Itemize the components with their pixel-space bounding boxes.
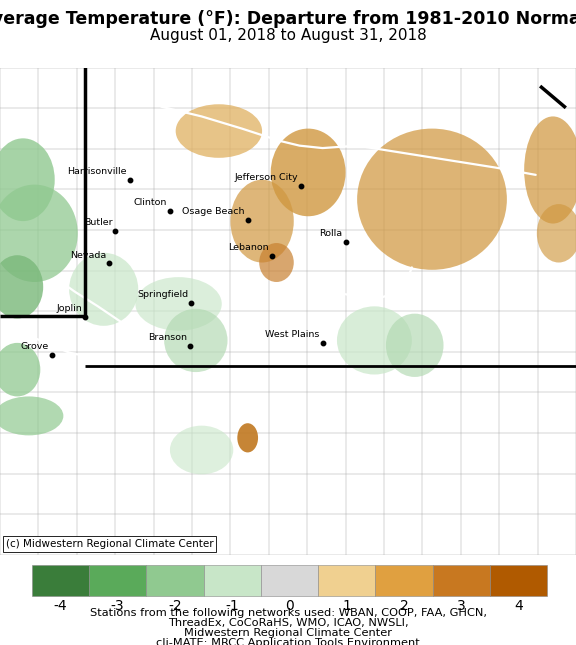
- Ellipse shape: [176, 104, 262, 158]
- Ellipse shape: [271, 128, 346, 216]
- Text: ThreadEx, CoCoRaHS, WMO, ICAO, NWSLI,: ThreadEx, CoCoRaHS, WMO, ICAO, NWSLI,: [168, 618, 408, 628]
- Text: -1: -1: [225, 599, 239, 613]
- Text: (c) Midwestern Regional Climate Center: (c) Midwestern Regional Climate Center: [6, 539, 213, 549]
- Text: Midwestern Regional Climate Center: Midwestern Regional Climate Center: [184, 628, 392, 638]
- Text: Clinton: Clinton: [134, 199, 167, 208]
- Text: -3: -3: [111, 599, 124, 613]
- Ellipse shape: [0, 343, 40, 397]
- Ellipse shape: [164, 309, 228, 372]
- Text: Butler: Butler: [84, 218, 112, 227]
- Text: Nevada: Nevada: [70, 251, 107, 259]
- Ellipse shape: [357, 128, 507, 270]
- Bar: [32, 565, 89, 596]
- Text: Branson: Branson: [148, 333, 187, 342]
- Bar: [318, 565, 376, 596]
- Text: 4: 4: [514, 599, 523, 613]
- Ellipse shape: [524, 116, 576, 224]
- Bar: [376, 565, 433, 596]
- Bar: [146, 565, 203, 596]
- Text: Springfield: Springfield: [137, 290, 188, 299]
- Text: Average Temperature (°F): Departure from 1981-2010 Normals: Average Temperature (°F): Departure from…: [0, 10, 576, 28]
- Ellipse shape: [537, 204, 576, 263]
- Text: 2: 2: [400, 599, 408, 613]
- Text: -2: -2: [168, 599, 181, 613]
- Text: Rolla: Rolla: [320, 229, 343, 238]
- Text: Jefferson City: Jefferson City: [235, 173, 298, 182]
- Text: 0: 0: [285, 599, 294, 613]
- Ellipse shape: [230, 180, 294, 263]
- Text: Lebanon: Lebanon: [228, 243, 269, 252]
- Ellipse shape: [69, 253, 138, 326]
- Bar: [433, 565, 490, 596]
- Text: 3: 3: [457, 599, 465, 613]
- Ellipse shape: [237, 423, 258, 452]
- Text: -4: -4: [54, 599, 67, 613]
- Text: Joplin: Joplin: [56, 304, 82, 313]
- Text: cli-MATE: MRCC Application Tools Environment: cli-MATE: MRCC Application Tools Environ…: [156, 637, 420, 645]
- Ellipse shape: [386, 313, 444, 377]
- Text: August 01, 2018 to August 31, 2018: August 01, 2018 to August 31, 2018: [150, 28, 426, 43]
- Bar: [261, 565, 318, 596]
- Bar: [89, 565, 146, 596]
- Ellipse shape: [0, 397, 63, 435]
- Bar: [490, 565, 547, 596]
- Ellipse shape: [259, 243, 294, 282]
- Text: Harrisonville: Harrisonville: [67, 167, 127, 176]
- Bar: [203, 565, 261, 596]
- Ellipse shape: [170, 426, 233, 474]
- Text: West Plains: West Plains: [266, 330, 320, 339]
- Text: Osage Beach: Osage Beach: [182, 207, 245, 216]
- Text: Stations from the following networks used: WBAN, COOP, FAA, GHCN,: Stations from the following networks use…: [89, 608, 487, 618]
- Ellipse shape: [0, 184, 78, 282]
- Text: Grove: Grove: [21, 342, 49, 351]
- Text: 1: 1: [342, 599, 351, 613]
- Ellipse shape: [337, 306, 412, 375]
- Ellipse shape: [135, 277, 222, 331]
- Ellipse shape: [0, 138, 55, 221]
- Ellipse shape: [0, 255, 43, 319]
